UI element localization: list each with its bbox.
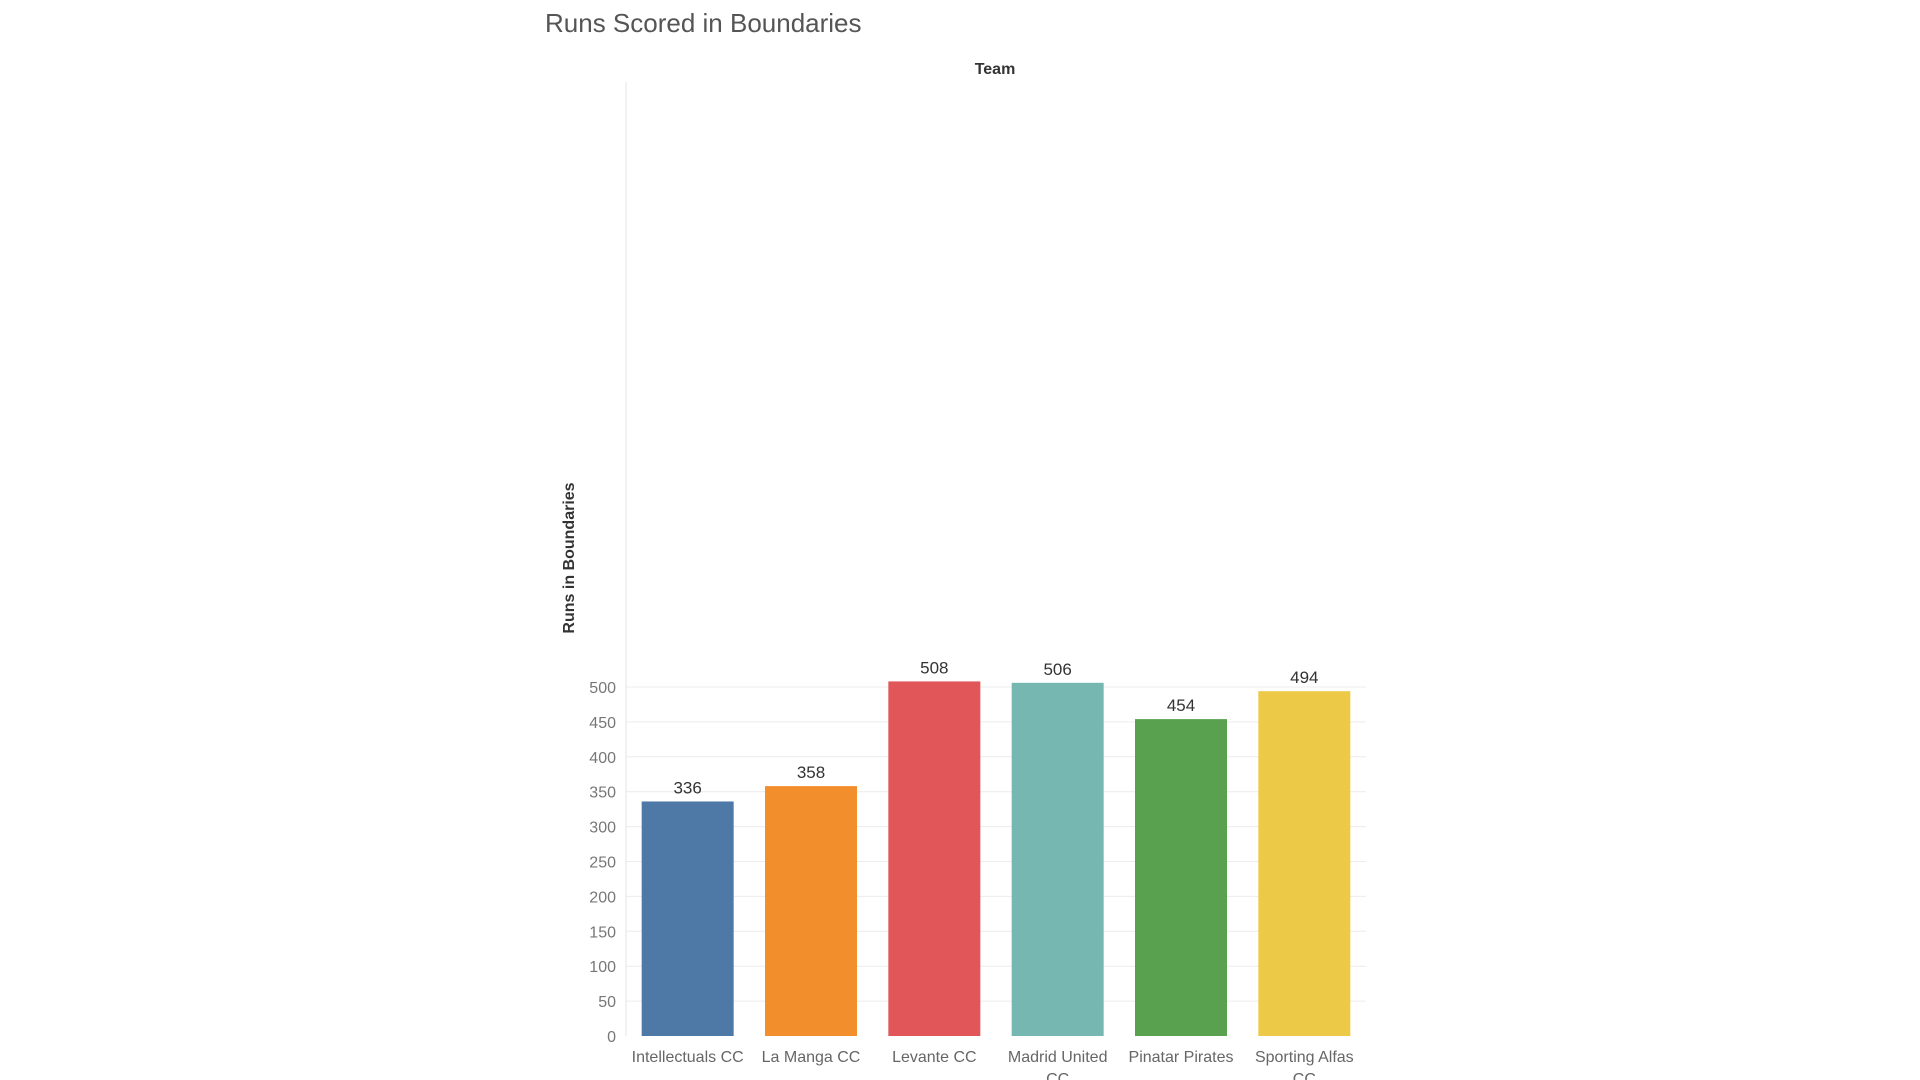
category-label: CC	[1046, 1071, 1069, 1080]
y-tick-label: 250	[589, 855, 616, 872]
value-label: 358	[797, 763, 825, 782]
bar	[1011, 682, 1104, 1036]
y-axis-title: Runs in Boundaries	[561, 482, 578, 633]
bars	[641, 681, 1351, 1036]
bar	[641, 801, 734, 1036]
gridlines	[626, 686, 1366, 1002]
value-label: 506	[1043, 660, 1071, 679]
value-labels: 336 358 508 506 454 494	[673, 658, 1318, 797]
value-label: 336	[673, 778, 701, 797]
category-label: Sporting Alfas	[1255, 1049, 1354, 1066]
bar	[1258, 691, 1351, 1036]
y-tick-label: 100	[589, 959, 616, 976]
y-tick-label: 0	[607, 1029, 616, 1046]
y-tick-label: 50	[598, 994, 616, 1011]
value-label: 508	[920, 658, 948, 677]
y-tick-label: 450	[589, 715, 616, 732]
category-label: La Manga CC	[762, 1049, 861, 1066]
y-tick-label: 150	[589, 924, 616, 941]
category-labels: Intellectuals CC La Manga CC Levante CC Mad…	[632, 1049, 1354, 1080]
category-label: Intellectuals CC	[632, 1049, 744, 1066]
value-label: 494	[1290, 668, 1318, 687]
y-tick-label: 400	[589, 750, 616, 767]
value-label: 454	[1167, 696, 1195, 715]
bar	[888, 681, 981, 1036]
category-label: Levante CC	[892, 1049, 977, 1066]
column-header: Team	[975, 61, 1016, 78]
bar	[1135, 719, 1227, 1036]
bar	[765, 786, 857, 1036]
y-tick-label: 500	[589, 680, 616, 697]
category-label: Madrid United	[1008, 1049, 1108, 1066]
y-axis: 0 50 100 150 200 250 300 350 400 450 500	[589, 82, 627, 1046]
y-tick-label: 350	[589, 785, 616, 802]
category-label: CC	[1293, 1071, 1316, 1080]
y-tick-label: 200	[589, 889, 616, 906]
y-tick-label: 300	[589, 820, 616, 837]
chart-title: Runs Scored in Boundaries	[545, 8, 862, 38]
category-label: Pinatar Pirates	[1129, 1049, 1234, 1066]
